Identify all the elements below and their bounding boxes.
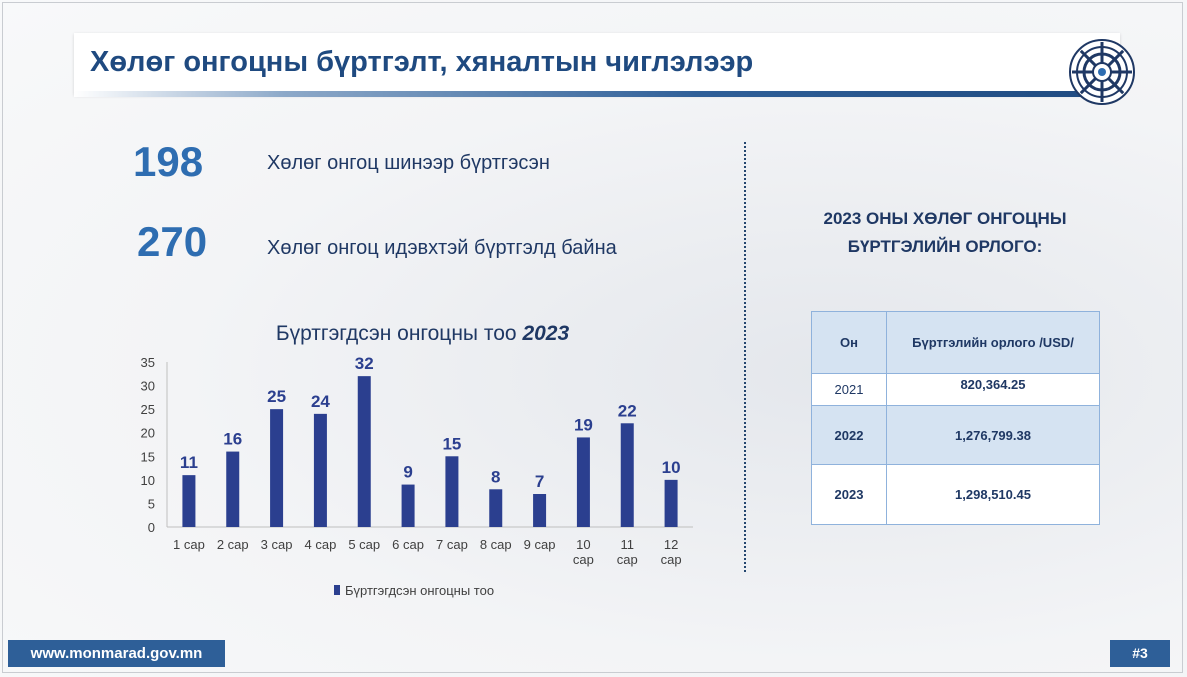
income-title-line2: БҮРТГЭЛИЙН ОРЛОГО: bbox=[847, 237, 1043, 256]
title-underline bbox=[74, 91, 1120, 97]
x-tick-label: 4 сар bbox=[305, 537, 337, 552]
data-label: 16 bbox=[223, 430, 242, 449]
x-tick-label: 9 сар bbox=[524, 537, 556, 552]
bar bbox=[489, 489, 503, 527]
title-box bbox=[74, 33, 1120, 95]
bar bbox=[182, 475, 196, 527]
data-label: 8 bbox=[491, 467, 500, 486]
data-label: 19 bbox=[574, 415, 593, 434]
data-label: 10 bbox=[662, 458, 681, 477]
table-row: 2023 1,298,510.45 bbox=[811, 464, 1100, 525]
legend-label: Бүртгэгдсэн онгоцны тоо bbox=[345, 583, 494, 598]
data-label: 25 bbox=[267, 387, 286, 406]
y-tick-label: 0 bbox=[148, 520, 155, 535]
bar bbox=[226, 451, 240, 527]
income-table-header: Он Бүртгэлийн орлого /USD/ bbox=[811, 311, 1100, 374]
income-title-line1: 2023 ОНЫ ХӨЛӨГ ОНГОЦНЫ bbox=[823, 209, 1067, 228]
ship-wheel-logo-icon bbox=[1069, 39, 1135, 105]
y-tick-label: 35 bbox=[141, 355, 155, 370]
income-cell: 1,298,510.45 bbox=[886, 464, 1100, 525]
income-cell: 1,276,799.38 bbox=[886, 405, 1100, 465]
chart-title-text: Бүртгэгдсэн онгоцны тоо bbox=[275, 322, 517, 345]
website-link[interactable]: www.monmarad.gov.mn bbox=[8, 640, 225, 667]
x-tick-label: 8 сар bbox=[480, 537, 512, 552]
income-column-header: Бүртгэлийн орлого /USD/ bbox=[886, 311, 1100, 374]
y-tick-label: 25 bbox=[141, 402, 155, 417]
chart-title: Бүртгэгдсэн онгоцны тоо 2023 bbox=[200, 322, 645, 346]
new-ships-label: Хөлөг онгоц шинээр бүртгэсэн bbox=[267, 152, 550, 174]
active-ships-count: 270 bbox=[137, 218, 208, 265]
x-tick-label: 6 сар bbox=[392, 537, 424, 552]
bar bbox=[270, 409, 284, 527]
year-cell: 2023 bbox=[811, 464, 887, 525]
y-tick-label: 10 bbox=[141, 473, 155, 488]
y-tick-label: 20 bbox=[141, 426, 155, 441]
registered-ships-bar-chart: 0 5 10 15 20 25 30 35 11 1 сар 16 2 сар 25 3 сар 24 4 с… bbox=[141, 354, 693, 598]
chart-title-year: 2023 bbox=[522, 322, 570, 345]
data-label: 7 bbox=[535, 472, 544, 491]
x-tick-label: 10 сар bbox=[573, 537, 594, 567]
data-label: 15 bbox=[442, 434, 461, 453]
data-label: 9 bbox=[403, 463, 412, 482]
year-cell: 2022 bbox=[811, 405, 887, 465]
bar bbox=[576, 437, 590, 527]
bar bbox=[401, 484, 415, 527]
active-ships-label: Хөлөг онгоц идэвхтэй бүртгэлд байна bbox=[267, 237, 617, 259]
legend-swatch bbox=[334, 585, 340, 595]
x-tick-label: 7 сар bbox=[436, 537, 468, 552]
x-tick-label: 3 сар bbox=[261, 537, 293, 552]
bar bbox=[664, 479, 678, 527]
y-tick-label: 30 bbox=[141, 379, 155, 394]
income-title: 2023 ОНЫ ХӨЛӨГ ОНГОЦНЫ БҮРТГЭЛИЙН ОРЛОГО… bbox=[790, 205, 1100, 261]
new-ships-count: 198 bbox=[133, 138, 204, 185]
page-number: #3 bbox=[1110, 640, 1170, 667]
x-tick-label: 5 сар bbox=[348, 537, 380, 552]
data-label: 24 bbox=[311, 392, 330, 411]
table-row: 2021 820,364.25 bbox=[811, 373, 1100, 406]
table-row: 2022 1,276,799.38 bbox=[811, 405, 1100, 465]
vertical-divider bbox=[744, 142, 746, 572]
bar bbox=[445, 456, 459, 527]
x-tick-label: 2 сар bbox=[217, 537, 249, 552]
income-table: Он Бүртгэлийн орлого /USD/ 2021 820,364.… bbox=[811, 311, 1100, 525]
page-title: Хөлөг онгоцны бүртгэлт, хяналтын чиглэлэ… bbox=[90, 46, 754, 78]
data-label: 22 bbox=[618, 401, 637, 420]
income-cell: 820,364.25 bbox=[886, 373, 1100, 406]
year-column-header: Он bbox=[811, 311, 887, 374]
year-cell: 2021 bbox=[811, 373, 887, 406]
bar bbox=[533, 494, 547, 527]
bar bbox=[313, 413, 327, 527]
x-tick-label: 1 сар bbox=[173, 537, 205, 552]
x-tick-label: 12 сар bbox=[661, 537, 682, 567]
data-label: 11 bbox=[180, 453, 198, 472]
bar bbox=[620, 423, 634, 527]
x-tick-label: 11 сар bbox=[617, 537, 638, 567]
y-tick-label: 15 bbox=[141, 449, 155, 464]
bar bbox=[357, 376, 371, 527]
y-tick-label: 5 bbox=[148, 496, 155, 511]
data-label: 32 bbox=[355, 354, 374, 373]
